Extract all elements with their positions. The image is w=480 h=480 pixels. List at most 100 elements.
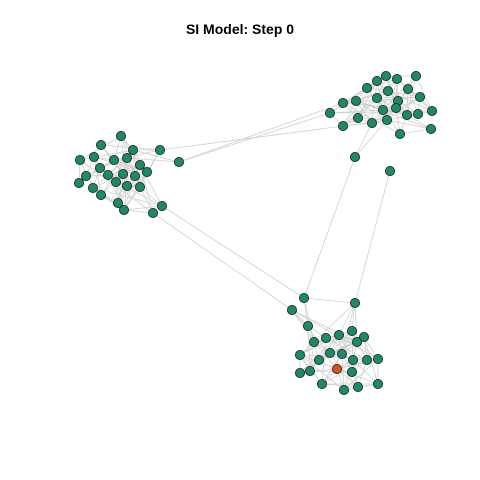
susceptible-node [394, 128, 405, 139]
network-edge [161, 205, 305, 299]
susceptible-node [402, 84, 413, 95]
network-edge [299, 334, 340, 374]
susceptible-node [134, 181, 145, 192]
network-edge [342, 90, 389, 104]
susceptible-node [352, 113, 363, 124]
network-edge [303, 156, 356, 299]
network-edge [318, 341, 358, 361]
susceptible-node [358, 331, 369, 342]
node-layer [74, 71, 437, 395]
infected-node [331, 363, 342, 374]
susceptible-node [173, 156, 184, 167]
network-edge [415, 75, 433, 112]
susceptible-node [349, 297, 360, 308]
susceptible-node [410, 71, 421, 82]
susceptible-node [372, 378, 383, 389]
susceptible-node [377, 105, 388, 116]
susceptible-node [103, 169, 114, 180]
network-edge [303, 297, 356, 304]
network-edge [291, 309, 315, 343]
network-edge [321, 383, 359, 388]
susceptible-node [74, 177, 85, 188]
susceptible-node [113, 197, 124, 208]
susceptible-node [361, 83, 372, 94]
susceptible-node [313, 354, 324, 365]
susceptible-node [372, 353, 383, 364]
susceptible-node [390, 103, 401, 114]
susceptible-node [141, 166, 152, 177]
network-edge [159, 125, 344, 151]
susceptible-node [118, 168, 129, 179]
susceptible-node [89, 151, 100, 162]
susceptible-node [109, 154, 120, 165]
susceptible-node [337, 121, 348, 132]
network-edge [152, 212, 293, 311]
network-edge [329, 302, 356, 354]
susceptible-node [286, 304, 297, 315]
susceptible-node [425, 124, 436, 135]
network-edge [387, 90, 433, 112]
susceptible-node [304, 365, 315, 376]
susceptible-node [156, 200, 167, 211]
susceptible-node [371, 76, 382, 87]
susceptible-node [294, 367, 305, 378]
network-edge [117, 171, 148, 204]
network-edge [354, 170, 391, 304]
network-edge [342, 119, 388, 127]
susceptible-node [298, 292, 309, 303]
susceptible-node [401, 110, 412, 121]
network-edge [386, 119, 432, 130]
susceptible-node [320, 332, 331, 343]
network-edge [309, 370, 353, 373]
network-edge [354, 302, 358, 343]
susceptible-node [381, 115, 392, 126]
susceptible-node [116, 130, 127, 141]
network-edge [354, 119, 388, 158]
network-edge [386, 96, 421, 121]
network-edge [354, 122, 373, 158]
susceptible-node [414, 92, 425, 103]
network-edge [100, 157, 128, 196]
susceptible-node [351, 336, 362, 347]
susceptible-node [347, 354, 358, 365]
susceptible-node [294, 349, 305, 360]
susceptible-node [336, 348, 347, 359]
network-edge [366, 78, 398, 89]
network-edge [399, 128, 432, 135]
susceptible-node [366, 118, 377, 129]
plot-title: SI Model: Step 0 [185, 21, 295, 37]
network-edge [342, 102, 397, 109]
susceptible-node [361, 354, 372, 365]
susceptible-node [371, 93, 382, 104]
susceptible-node [349, 151, 360, 162]
susceptible-node [316, 378, 327, 389]
network-edge [321, 337, 327, 385]
susceptible-node [391, 74, 402, 85]
network-edge [92, 187, 163, 207]
susceptible-node [134, 159, 145, 170]
susceptible-node [147, 207, 158, 218]
susceptible-node [384, 165, 395, 176]
susceptible-node [350, 96, 361, 107]
susceptible-node [346, 366, 357, 377]
susceptible-node [380, 71, 391, 82]
susceptible-node [122, 152, 133, 163]
network-edge [79, 149, 134, 161]
network-edge [313, 330, 353, 343]
edge-layer [78, 75, 433, 391]
susceptible-node [119, 204, 130, 215]
susceptible-node [95, 162, 106, 173]
susceptible-node [129, 170, 140, 181]
network-edge [387, 90, 421, 98]
network-edge [123, 205, 163, 211]
susceptible-node [338, 384, 349, 395]
susceptible-node [324, 347, 335, 358]
susceptible-node [352, 381, 363, 392]
network-edge [123, 175, 136, 211]
susceptible-node [333, 329, 344, 340]
network-edge [178, 102, 344, 163]
susceptible-node [308, 336, 319, 347]
susceptible-node [81, 170, 92, 181]
susceptible-node [111, 176, 122, 187]
